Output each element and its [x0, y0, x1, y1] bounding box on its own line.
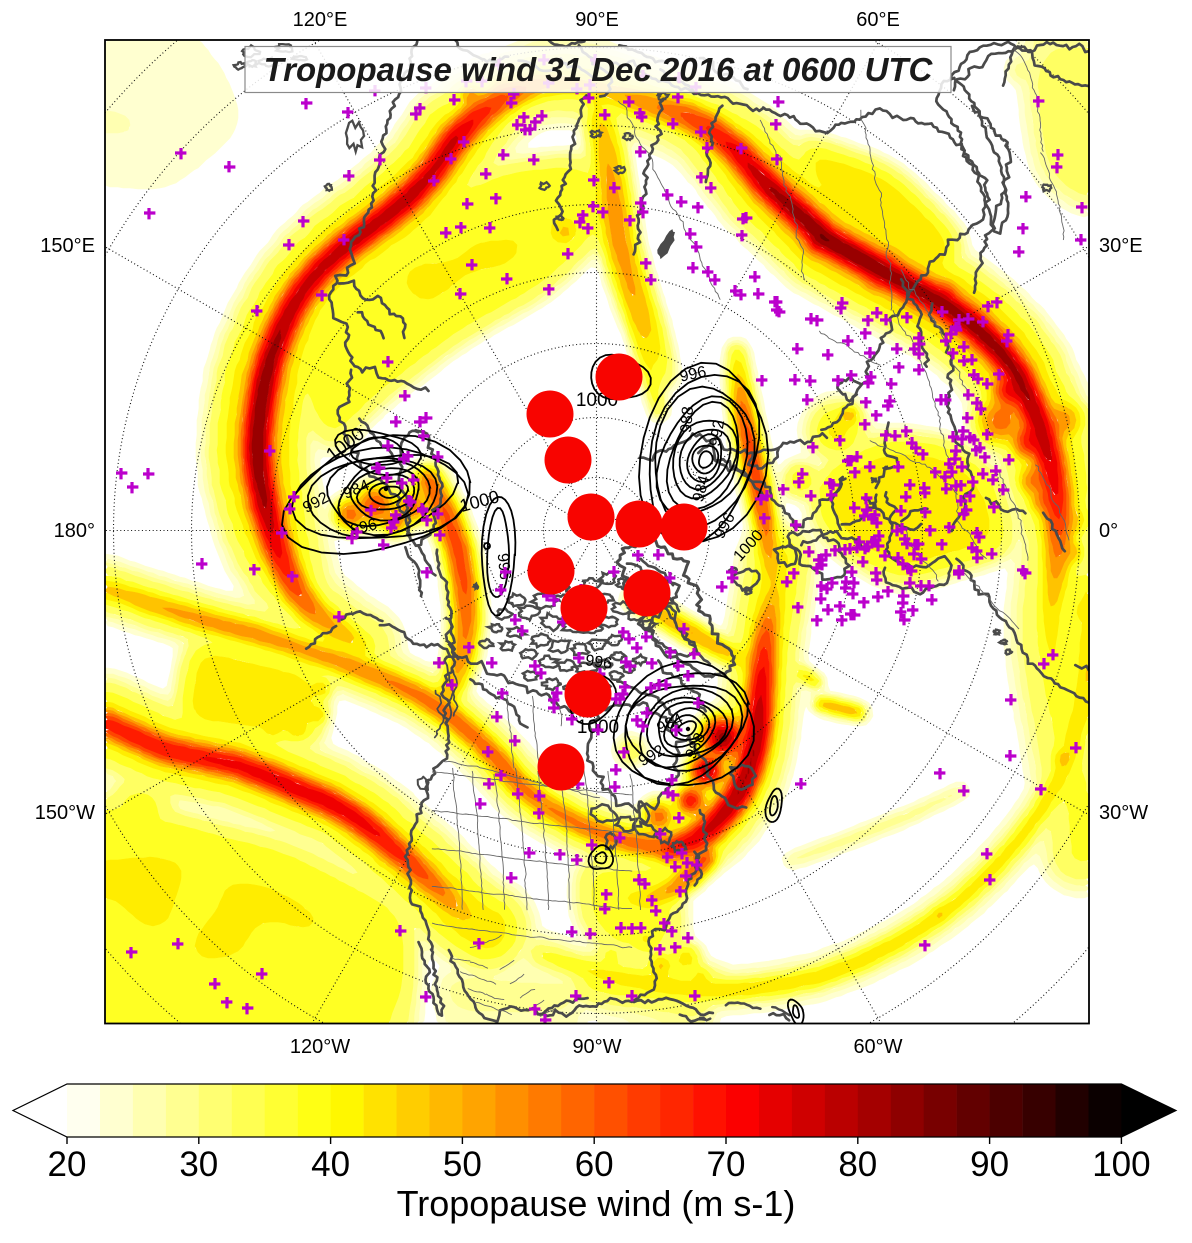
svg-text:80: 80: [838, 1145, 877, 1184]
svg-text:30°W: 30°W: [1099, 802, 1148, 824]
svg-text:180°: 180°: [54, 520, 95, 542]
svg-text:60°E: 60°E: [856, 9, 900, 31]
svg-text:90°E: 90°E: [575, 9, 619, 31]
svg-text:20: 20: [48, 1145, 87, 1184]
svg-text:50: 50: [443, 1145, 482, 1184]
svg-text:60°W: 60°W: [853, 1036, 902, 1058]
svg-text:70: 70: [707, 1145, 746, 1184]
svg-text:120°E: 120°E: [293, 9, 348, 31]
svg-text:40: 40: [311, 1145, 350, 1184]
svg-text:Tropopause wind (m s-1): Tropopause wind (m s-1): [397, 1183, 796, 1224]
svg-text:150°E: 150°E: [40, 235, 95, 257]
svg-text:Tropopause wind 31 Dec 2016 at: Tropopause wind 31 Dec 2016 at 0600 UTC: [264, 51, 934, 88]
svg-text:150°W: 150°W: [35, 802, 95, 824]
svg-text:30: 30: [179, 1145, 218, 1184]
svg-text:0°: 0°: [1099, 520, 1118, 542]
svg-text:90°W: 90°W: [572, 1036, 621, 1058]
svg-text:120°W: 120°W: [290, 1036, 350, 1058]
svg-text:100: 100: [1092, 1145, 1150, 1184]
svg-text:60: 60: [575, 1145, 614, 1184]
svg-text:90: 90: [970, 1145, 1009, 1184]
svg-text:30°E: 30°E: [1099, 235, 1143, 257]
svg-text:988: 988: [678, 405, 697, 433]
